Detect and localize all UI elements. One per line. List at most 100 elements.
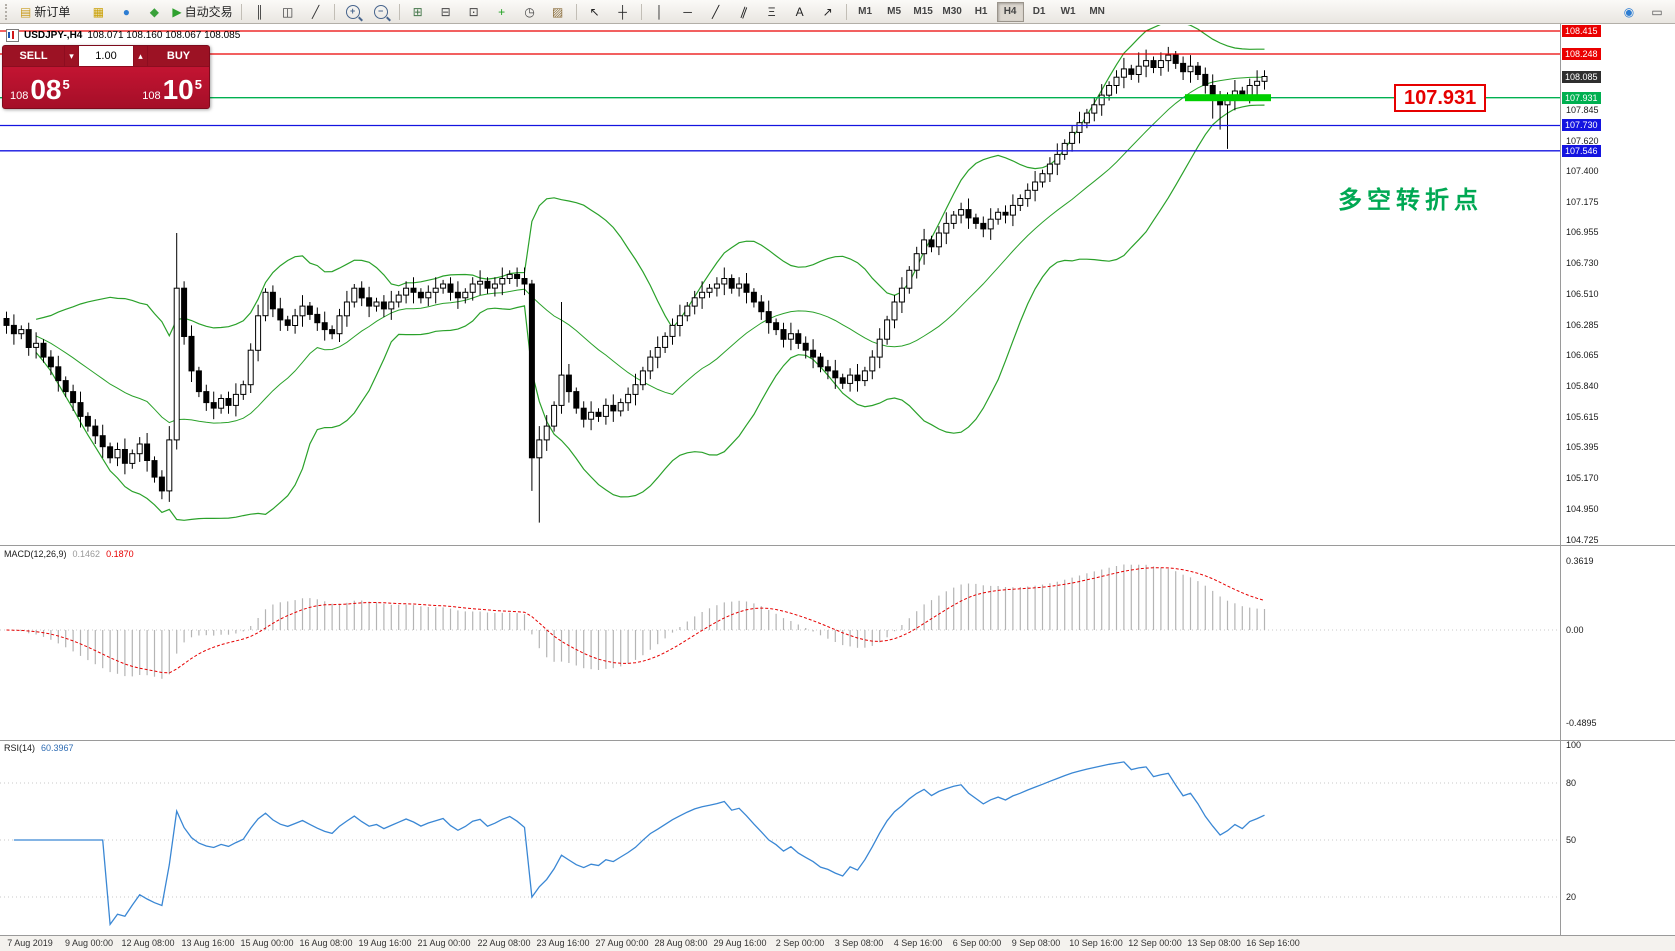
navigator-button[interactable]: ◆ [141,1,167,23]
window-arrange-icon: ▭ [1651,4,1663,19]
time-tick: 15 Aug 00:00 [240,938,294,948]
macd-axis-label: 0.00 [1566,625,1584,635]
price-tick: 104.950 [1566,504,1599,514]
templates-icon: ▨ [551,4,564,19]
sell-dropdown-arrow-icon[interactable]: ▾ [64,46,79,66]
buy-button[interactable]: BUY [148,46,209,66]
templates-button[interactable]: ▨ [545,1,571,23]
bid-big-digits: 08 [30,74,62,105]
periods-button[interactable]: ◷ [517,1,543,23]
arrows-tool-icon: ↗ [822,4,833,19]
bar-chart-button[interactable]: ║ [247,1,273,23]
cascade-windows-button[interactable]: ⊟ [433,1,459,23]
volume-input[interactable]: 1.00 [79,46,133,66]
ask-pipette: 5 [194,77,202,92]
trendline-button[interactable]: ╱ [703,1,729,23]
timeframe-m30-button[interactable]: M30 [942,6,962,17]
toolbar-separator [575,3,577,20]
time-tick: 9 Aug 00:00 [64,938,114,948]
sell-button[interactable]: SELL [3,46,64,66]
bid-pipette: 5 [62,77,70,92]
price-axis-border [1560,24,1561,935]
macd-label: MACD(12,26,9) 0.1462 0.1870 [4,549,134,559]
price-tick: 106.730 [1566,258,1599,268]
price-tick: 107.845 [1566,105,1599,115]
rsi-axis-label: 80 [1566,778,1577,788]
fibonacci-button[interactable]: Ξ [759,1,785,23]
macd-axis-label: -0.4895 [1566,718,1597,728]
timeframe-mn-button[interactable]: MN [1089,6,1105,17]
price-callout: 107.931 [1394,84,1487,112]
tile-windows-button[interactable]: ⊞ [405,1,431,23]
zoom-out-button[interactable]: − [368,1,394,23]
crosshair-icon: ┼ [618,4,627,19]
bar-chart-icon: ║ [255,4,264,19]
macd-signal-value: 0.1870 [106,549,134,559]
timeframe-h1-button[interactable]: H1 [974,6,988,17]
new-order-label: 新订单 [34,5,71,19]
time-tick: 13 Aug 16:00 [181,938,235,948]
time-tick: 28 Aug 08:00 [654,938,708,948]
price-tick: 106.065 [1566,350,1599,360]
new-chart-icon: ▦ [92,4,105,19]
cursor-button[interactable]: ↖ [582,1,608,23]
new-chart-button[interactable]: ▦ [85,1,111,23]
bid-price[interactable]: 108 08 5 [10,67,70,108]
toolbar-separator [845,3,847,20]
vertical-line-button[interactable]: │ [647,1,673,23]
cascade-windows-icon: ⊟ [440,4,451,19]
time-axis[interactable] [0,935,1675,951]
time-tick: 29 Aug 16:00 [713,938,767,948]
timeframe-m1-button[interactable]: M1 [858,6,873,17]
timeframe-h4-button[interactable]: H4 [996,1,1024,22]
toolbar-grip [5,3,11,20]
timeframe-w1-button[interactable]: W1 [1060,6,1076,17]
market-watch-button[interactable]: ● [113,1,139,23]
rsi-label: RSI(14) 60.3967 [4,743,74,753]
chart-annotation: 多空转折点 [1338,187,1483,214]
time-tick: 16 Aug 08:00 [299,938,353,948]
time-tick: 9 Sep 08:00 [1011,938,1061,948]
bid-prefix: 108 [10,90,29,102]
candlestick-chart-button[interactable]: ◫ [275,1,301,23]
line-chart-button[interactable]: ╱ [303,1,329,23]
new-order-button[interactable]: ▤ 新订单 [17,1,73,23]
chart-window-icon [6,29,19,42]
horizontal-line-button[interactable]: ─ [675,1,701,23]
arrange-windows-button[interactable]: ⊡ [461,1,487,23]
macd-axis-label: 0.3619 [1566,556,1594,566]
rsi-axis-label: 100 [1566,740,1582,750]
macd-panel-divider[interactable] [0,545,1675,546]
time-tick: 22 Aug 08:00 [477,938,531,948]
mql5-community-icon: ◉ [1623,4,1635,19]
timeframe-d1-button[interactable]: D1 [1032,6,1046,17]
arrows-tool-button[interactable]: ↗ [815,1,841,23]
crosshair-button[interactable]: ┼ [610,1,636,23]
time-tick: 16 Sep 16:00 [1246,938,1300,948]
ask-price[interactable]: 108 10 5 [142,67,202,108]
rsi-value: 60.3967 [41,743,74,753]
indicators-icon: + [498,4,506,19]
zoom-in-button[interactable]: + [340,1,366,23]
zoom-in-icon: + [345,4,360,19]
rsi-panel-divider[interactable] [0,740,1675,741]
equidistant-channel-button[interactable]: ∥ [731,1,757,23]
time-tick: 27 Aug 00:00 [595,938,649,948]
text-label-icon: A [795,4,804,19]
rsi-axis-label: 50 [1566,835,1577,845]
toolbar-separator [333,3,335,20]
tile-windows-icon: ⊞ [412,4,423,19]
timeframe-m5-button[interactable]: M5 [887,6,902,17]
volume-up-arrow-icon[interactable]: ▴ [133,46,148,66]
price-level-box: 107.546 [1562,145,1601,157]
mql5-community-button[interactable]: ◉ [1616,1,1642,23]
window-arrange-button[interactable]: ▭ [1644,1,1670,23]
autotrading-button[interactable]: ▶ 自动交易 [169,1,235,23]
price-level-box: 108.085 [1562,71,1601,83]
timeframe-m15-button[interactable]: M15 [913,6,933,17]
text-label-button[interactable]: A [787,1,813,23]
indicators-button[interactable]: + [489,1,515,23]
price-tick: 106.510 [1566,289,1599,299]
price-tick: 107.175 [1566,197,1599,207]
